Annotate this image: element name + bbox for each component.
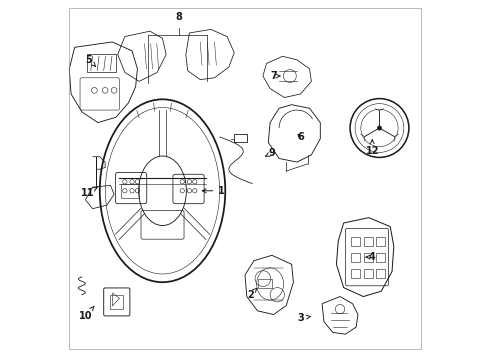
Text: 1: 1 — [202, 186, 225, 196]
Bar — [110, 295, 123, 309]
Text: 2: 2 — [247, 288, 257, 300]
Text: 9: 9 — [266, 148, 275, 158]
Text: 6: 6 — [297, 132, 304, 142]
Text: 8: 8 — [175, 12, 182, 22]
Text: 12: 12 — [366, 140, 379, 156]
Bar — [375, 269, 385, 278]
Bar — [122, 184, 139, 198]
Bar — [258, 279, 272, 288]
Bar — [87, 54, 116, 72]
Bar — [351, 237, 361, 246]
Bar — [351, 253, 361, 262]
Text: 4: 4 — [366, 252, 376, 262]
Text: 3: 3 — [297, 313, 310, 323]
Bar — [364, 253, 373, 262]
Bar — [364, 269, 373, 278]
Bar — [234, 134, 247, 142]
Bar — [364, 237, 373, 246]
Text: 10: 10 — [79, 306, 94, 321]
Text: 11: 11 — [80, 188, 97, 198]
Text: 5: 5 — [86, 55, 96, 66]
Bar — [351, 269, 361, 278]
Bar — [375, 253, 385, 262]
Text: 7: 7 — [270, 71, 280, 81]
Bar — [375, 237, 385, 246]
Circle shape — [377, 126, 382, 130]
